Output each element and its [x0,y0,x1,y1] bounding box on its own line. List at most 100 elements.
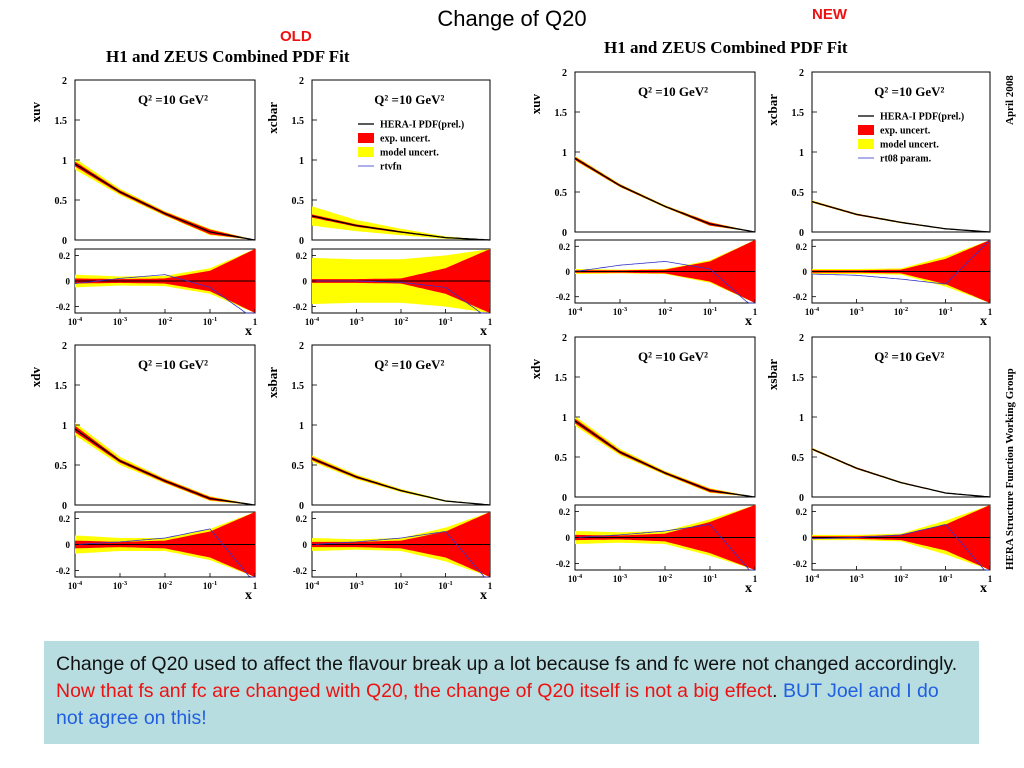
old-xdv-ytick-label: 1.5 [55,381,68,392]
new-xsbar-ytick-label: 1 [799,413,804,424]
note-text: Change of Q20 used to affect the flavour… [56,653,958,675]
old-xcbar-legend-entry: HERA-I PDF(prel.) [380,120,464,131]
old-xdv-main-frame [74,344,256,506]
new-xdv-ytick-label: 0.5 [555,453,568,464]
new-xcbar-legend-swatch [858,125,874,135]
new-xsbar-xtick-label: 10-2 [894,573,908,584]
new-xsbar-panel: 0 0.5 1 1.5 2 xsbar Q² =10 GeV² 0.2 0 -0.2 10-4 10-… [765,333,993,596]
new-xcbar-main-frame [811,71,991,233]
new-xdv-xtick-label: 10-1 [703,573,717,584]
old-xcbar-ytick-label: 0.5 [292,196,305,207]
new-xuv-ytick-label: 0.5 [555,188,568,199]
old-xuv-xlabel: x [245,324,252,339]
new-xdv-ytick-label: 0 [562,493,567,504]
old-xcbar-ytick-label: 1.5 [292,116,305,127]
side-date-label: April 2008 [1004,75,1016,125]
new-xuv-xlabel: x [745,314,752,329]
new-xdv-central-curve [574,420,756,498]
old-xdv-xtick-label: 10-3 [113,580,127,591]
new-xdv-ratio-param-curve [574,524,755,571]
new-xuv-xtick-label: 10-3 [613,306,627,317]
old-xsbar-xtick-label: 1 [488,581,493,591]
old-xcbar-ratio-ytick-label: 0 [303,277,308,287]
old-xdv-xtick-label: 1 [253,581,258,591]
new-xsbar-ytick-label: 0 [799,493,804,504]
old-xuv-central-curve [74,163,256,241]
old-xcbar-xlabel: x [480,324,487,339]
old-xsbar-ylabel: xsbar [265,367,280,398]
new-xuv-central-curve [574,157,756,233]
new-xcbar-xlabel: x [980,314,987,329]
old-xuv-xtick-label: 10-4 [68,316,83,327]
old-xcbar-ytick-label: 0 [299,236,304,247]
new-xsbar-ratio-ytick-label: -0.2 [793,559,808,569]
old-xsbar-ytick-label: 1.5 [292,381,305,392]
note-text-blue: BUT Joel and I do not agree on this! [56,680,939,729]
new-xcbar-xtick-label: 1 [988,307,993,317]
new-xuv-xtick-label: 10-1 [703,306,717,317]
old-xcbar-ratio-ytick-label: 0.2 [296,251,308,261]
old-xcbar-xtick-label: 10-1 [438,316,452,327]
new-xcbar-panel: 0 0.5 1 1.5 2 xcbar Q² =10 GeV² HERA-I PDF(prel… [765,68,993,329]
old-xuv-ratio-ytick-label: -0.2 [56,302,71,312]
new-xuv-panel: 0 0.5 1 1.5 2 xuv Q² =10 GeV² 0.2 0 -0.2 10-4 10-3 1… [528,68,758,329]
new-xsbar-xtick-label: 1 [988,574,993,584]
new-xsbar-ytick-label: 1.5 [792,373,805,384]
old-label: OLD [280,28,312,45]
new-xcbar-xtick-label: 10-2 [894,306,908,317]
old-xuv-ylabel: xuv [28,102,43,123]
old-xuv-scale-label: Q² =10 GeV² [138,92,208,107]
new-xcbar-ytick-label: 0.5 [792,188,805,199]
old-xsbar-central-curve [311,457,491,506]
new-xcbar-ratio-param-curve [811,239,991,285]
old-xdv-scale-label: Q² =10 GeV² [138,357,208,372]
new-xcbar-legend-entry: exp. uncert. [880,126,931,137]
pdf-plots: 0 0.5 1 1.5 2 xuv Q² =10 GeV² 0.2 0 -0.2 10-4 10-3 1… [28,68,993,603]
old-xcbar-legend-swatch [358,147,374,157]
old-xsbar-xlabel: x [480,588,487,603]
old-xdv-ratio-ytick-label: -0.2 [56,566,71,576]
new-xdv-xlabel: x [745,581,752,596]
new-label: NEW [812,6,847,23]
old-xdv-panel: 0 0.5 1 1.5 2 xdv Q² =10 GeV² 0.2 0 -0.2 10-4 10-3 1… [28,341,258,603]
old-xdv-central-curve [74,428,256,506]
new-xsbar-central-curve [811,448,991,498]
old-xcbar-legend-entry: rtvfn [380,162,402,173]
new-xcbar-ratio-ytick-label: 0 [803,267,808,277]
new-xcbar-scale-label: Q² =10 GeV² [874,84,944,99]
old-xsbar-ratio-ytick-label: -0.2 [293,566,308,576]
new-xdv-ratio-ytick-label: 0 [566,533,571,543]
old-xuv-ytick-label: 1.5 [55,116,68,127]
slide-title: Change of Q20 [437,6,587,31]
new-figure-title: H1 and ZEUS Combined PDF Fit [604,38,848,57]
new-xdv-xtick-label: 10-3 [613,573,627,584]
old-xdv-ylabel: xdv [28,367,43,388]
new-xuv-ytick-label: 2 [562,68,567,79]
old-xuv-xtick-label: 10-3 [113,316,127,327]
new-xuv-ytick-label: 1 [562,148,567,159]
old-xsbar-panel: 0 0.5 1 1.5 2 xsbar Q² =10 GeV² 0.2 0 -0.2 10-4 10-… [265,341,493,603]
new-xsbar-ytick-label: 2 [799,333,804,344]
old-xcbar-xtick-label: 10-2 [394,316,408,327]
new-xuv-ratio-ytick-label: -0.2 [556,292,571,302]
old-xcbar-ratio-ytick-label: -0.2 [293,302,308,312]
old-xsbar-ytick-label: 2 [299,341,304,352]
old-xuv-xtick-label: 10-1 [203,316,217,327]
new-xdv-xtick-label: 10-2 [658,573,672,584]
old-xsbar-main-frame [311,344,491,506]
old-xuv-panel: 0 0.5 1 1.5 2 xuv Q² =10 GeV² 0.2 0 -0.2 10-4 10-3 1… [28,76,258,339]
old-xcbar-ratio-param-curve [312,280,490,314]
new-xcbar-legend-swatch [858,139,874,149]
old-xuv-ratio-ytick-label: 0.2 [59,251,71,261]
new-xcbar-ratio-ytick-label: -0.2 [793,292,808,302]
new-xdv-ytick-label: 2 [562,333,567,344]
new-xdv-scale-label: Q² =10 GeV² [638,349,708,364]
new-xuv-ylabel: xuv [528,94,543,115]
new-xcbar-legend-entry: model uncert. [880,140,939,151]
old-xdv-ytick-label: 2 [62,341,67,352]
old-xuv-ytick-label: 0 [62,236,67,247]
old-xdv-xtick-label: 10-1 [203,580,217,591]
old-xsbar-scale-label: Q² =10 GeV² [374,357,444,372]
new-xcbar-ytick-label: 0 [799,228,804,239]
new-xuv-ytick-label: 1.5 [555,108,568,119]
